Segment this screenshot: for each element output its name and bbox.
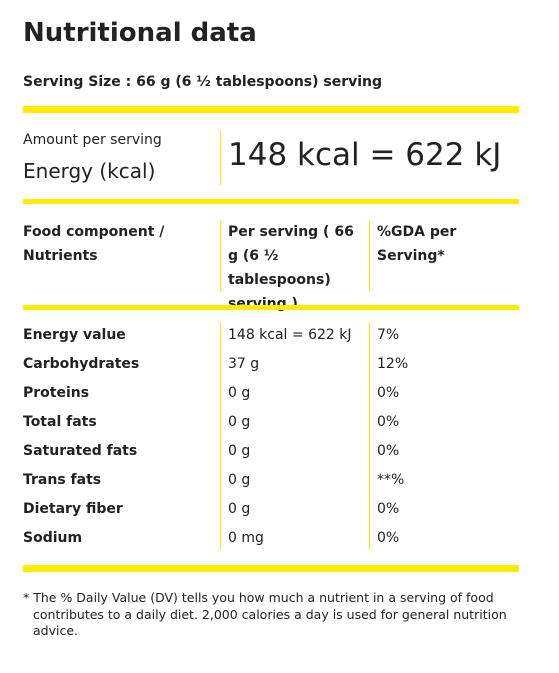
gda-percent: 0% [377,530,400,546]
per-serving: 0 g [228,501,251,517]
divider [23,106,519,113]
divider [23,199,519,204]
nutrient-name: Trans fats [23,472,102,488]
per-serving: 37 g [228,356,260,372]
per-serving: 0 g [228,472,251,488]
gda-percent: 12% [377,356,409,372]
divider [23,305,519,310]
per-serving: 0 g [228,385,251,401]
gda-percent: 7% [377,327,400,343]
column-header: Food component / Nutrients [23,224,165,264]
gda-percent: 0% [377,501,400,517]
amount-label: Amount per serving [23,132,162,148]
column-header: Per serving ( 66 g (6 ½ tablespoons) ser… [228,224,354,312]
column-rule [369,322,370,550]
footnote: * The % Daily Value (DV) tells you how m… [23,590,507,638]
column-header: %GDA per Serving* [377,224,457,264]
nutrient-name: Dietary fiber [23,501,123,517]
column-rule [220,322,221,550]
nutrient-name: Carbohydrates [23,356,140,372]
column-rule [220,220,221,292]
nutrient-name: Energy value [23,327,126,343]
gda-percent: **% [377,472,405,488]
column-rule [220,130,221,185]
energy-value: 148 kcal = 622 kJ [228,137,502,173]
gda-percent: 0% [377,443,400,459]
serving-size: Serving Size : 66 g (6 ½ tablespoons) se… [23,74,383,90]
title: Nutritional data [23,18,257,48]
per-serving: 0 g [228,443,251,459]
column-rule [369,220,370,292]
energy-label: Energy (kcal) [23,159,156,183]
gda-percent: 0% [377,385,400,401]
nutrient-name: Total fats [23,414,97,430]
per-serving: 0 g [228,414,251,430]
nutrient-name: Saturated fats [23,443,138,459]
divider [23,565,519,572]
gda-percent: 0% [377,414,400,430]
nutrient-name: Proteins [23,385,90,401]
nutrient-name: Sodium [23,530,83,546]
per-serving: 0 mg [228,530,264,546]
per-serving: 148 kcal = 622 kJ [228,327,352,343]
